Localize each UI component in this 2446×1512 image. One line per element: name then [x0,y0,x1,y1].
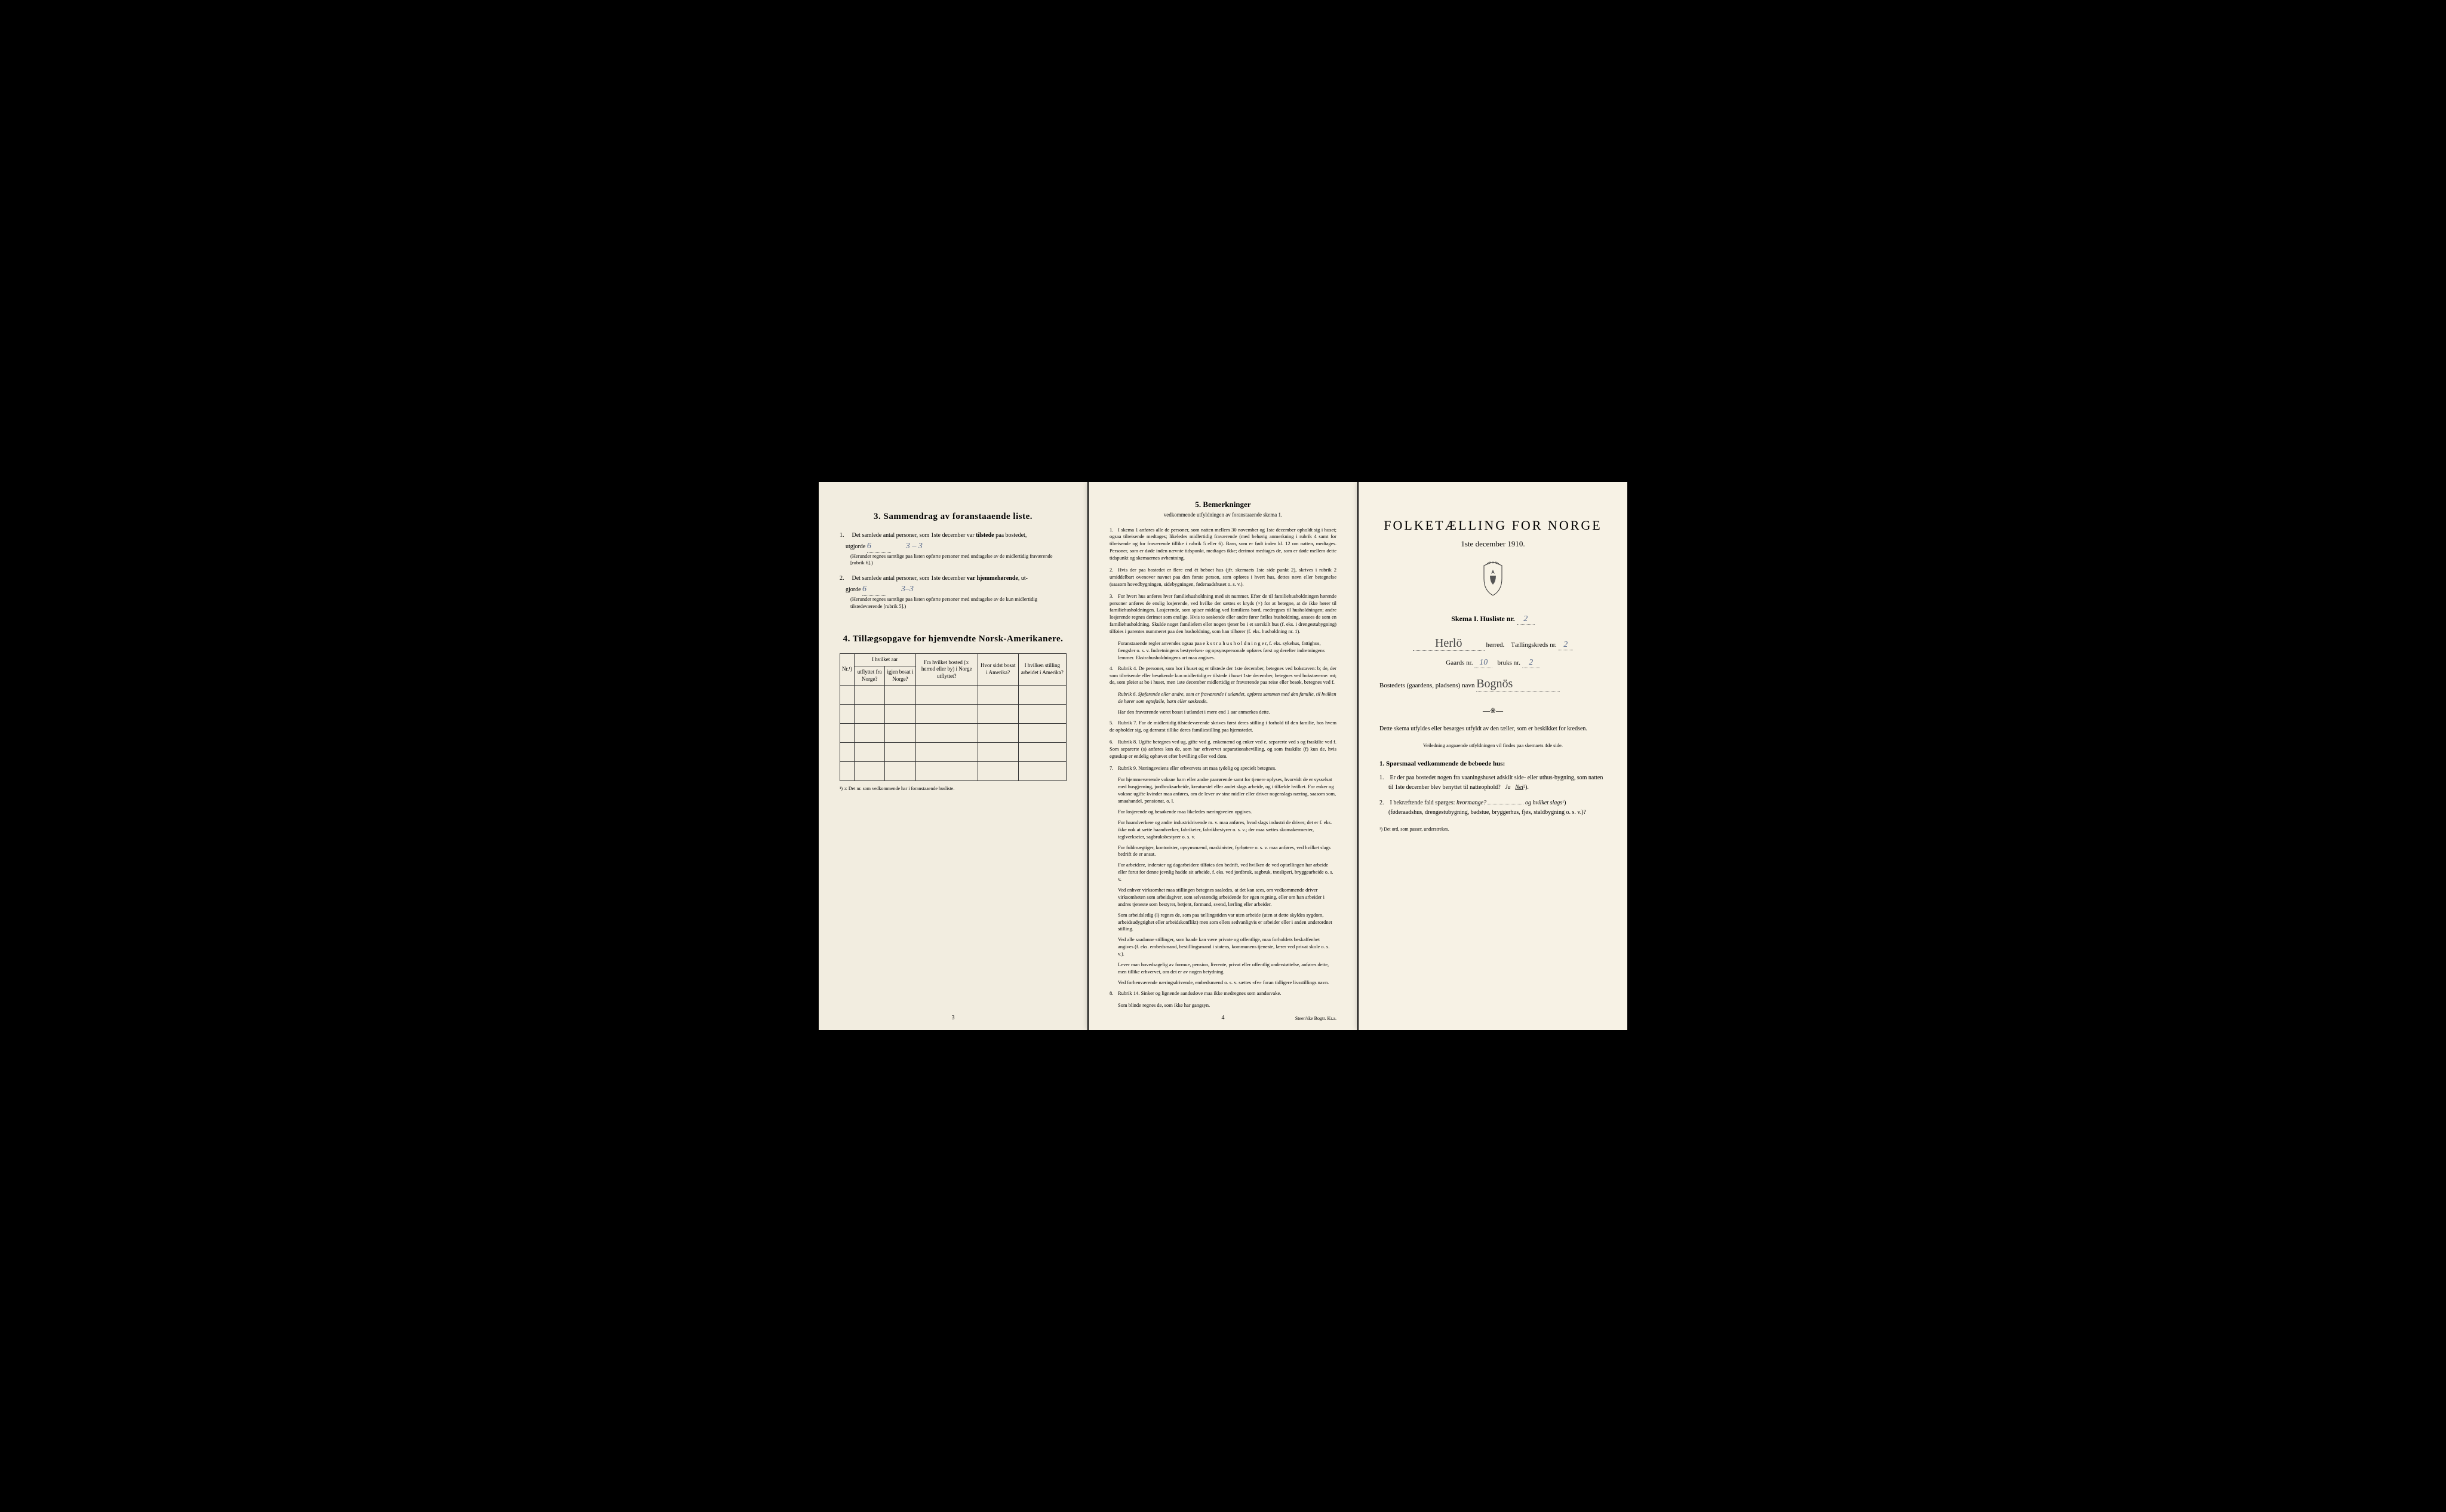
item-num: 1. [840,531,850,540]
page-cover: FOLKETÆLLING FOR NORGE 1ste december 191… [1359,482,1627,1031]
item-1: 1. Det samlede antal personer, som 1ste … [840,531,1067,567]
husliste-nr: 2 [1523,614,1528,623]
remarks-list: 1.I skema 1 anføres alle de personer, so… [1110,527,1336,1009]
table-row [840,724,1067,743]
section-3-title: 3. Sammendrag av foranstaaende liste. [840,512,1067,522]
sub-7d: For fuldmægtiger, kontorister, opsynsmæn… [1118,844,1336,859]
census-date: 1ste december 1910. [1379,539,1606,549]
table-row [840,762,1067,781]
sub-7j: Ved forhenværende næringsdrivende, embed… [1118,979,1336,987]
remark-7: 7.Rubrik 9. Næringsveiens eller erhverve… [1110,765,1336,772]
divider-icon: ―※― [1379,706,1606,715]
sub-7h: Ved alle saadanne stillinger, som baade … [1118,936,1336,958]
item-2: 2. Det samlede antal personer, som 1ste … [840,574,1067,610]
col-utflyttet: utflyttet fra Norge? [854,666,884,685]
coat-of-arms-icon [1379,561,1606,600]
table-row [840,705,1067,724]
answer-nei: Nei [1515,784,1523,791]
remark-4: 4.Rubrik 4. De personer, som bor i huset… [1110,665,1336,687]
instruction: Dette skema utfyldes eller besørges utfy… [1379,724,1606,733]
main-title: FOLKETÆLLING FOR NORGE [1379,518,1606,533]
sub-7a: For hjemmeværende voksne barn eller andr… [1118,776,1336,805]
bruk-value: 2 [1529,658,1533,667]
question-heading: 1. Spørsmaal vedkommende de beboede hus: [1379,760,1606,767]
page-3: 3. Sammendrag av foranstaaende liste. 1.… [819,482,1087,1031]
col-nr: Nr.¹) [840,654,855,686]
rubrik-6b: Har den fraværende været bosat i utlande… [1118,709,1336,716]
sub-7b: For losjerende og besøkende maa likelede… [1118,809,1336,816]
gaard-value: 10 [1479,658,1488,667]
item-1-note: (Herunder regnes samtlige paa listen opf… [850,553,1067,567]
col-amerika: Hvor sidst bosat i Amerika? [978,654,1018,686]
value-hjemme-detail: 3–3 [901,585,914,594]
printer-credit: Steen'ske Bogtr. Kr.a. [1295,1016,1336,1021]
col-aar: I hvilket aar [854,654,915,666]
remark-3-sub: Foranstaaende regler anvendes ogsaa paa … [1118,640,1336,662]
instruction-small: Veiledning angaaende utfyldningen vil fi… [1379,742,1606,748]
gaard-line: Gaards nr. 10 bruks nr. 2 [1379,658,1606,668]
question-2: 2. I bekræftende fald spørges: hvormange… [1388,798,1606,818]
sub-7i: Lever man hovedsagelig av formue, pensio… [1118,961,1336,976]
col-bosted: Fra hvilket bosted (ɔ: herred eller by) … [915,654,978,686]
herred-line: Herlö herred. Tællingskreds nr. 2 [1379,637,1606,651]
kreds-value: 2 [1563,640,1568,649]
table-row [840,743,1067,762]
table-footnote: ¹) ɔ: Det nr. som vedkommende har i fora… [840,786,1067,791]
col-bosat: igjen bosat i Norge? [885,666,915,685]
bosted-value: Bognös [1476,677,1513,690]
item-2-note: (Herunder regnes samtlige paa listen opf… [850,596,1067,610]
section-4-title: 4. Tillægsopgave for hjemvendte Norsk-Am… [840,634,1067,644]
rubrik-6: Rubrik 6. Sjøfarende eller andre, som er… [1118,691,1336,705]
remark-8: 8.Rubrik 14. Sinker og lignende aandsslø… [1110,990,1336,997]
bosted-line: Bostedets (gaardens, pladsens) navn Bogn… [1379,677,1606,692]
value-tilstede: 6 [867,542,871,551]
footnote: ¹) Det ord, som passer, understrekes. [1379,826,1606,832]
remark-2: 2.Hvis der paa bostedet er flere end ét … [1110,567,1336,588]
value-hjemme: 6 [862,585,866,594]
sub-8: Som blinde regnes de, som ikke har gangs… [1118,1002,1336,1009]
census-document: 3. Sammendrag av foranstaaende liste. 1.… [819,482,1627,1031]
table-row [840,686,1067,705]
page-number: 4 [1222,1015,1225,1021]
page-4: 5. Bemerkninger vedkommende utfyldningen… [1089,482,1357,1031]
amerikanere-table: Nr.¹) I hvilket aar Fra hvilket bosted (… [840,653,1067,781]
page-number: 3 [952,1015,955,1021]
question-1: 1. Er der paa bostedet nogen fra vaaning… [1388,773,1606,792]
value-tilstede-detail: 3 – 3 [906,542,923,551]
sub-7e: For arbeidere, inderster og dagarbeidere… [1118,862,1336,883]
remark-5: 5.Rubrik 7. For de midlertidig tilstedev… [1110,720,1336,734]
col-stilling: I hvilken stilling arbeidet i Amerika? [1018,654,1066,686]
sub-7c: For haandverkere og andre industridriven… [1118,819,1336,841]
section-5-subtitle: vedkommende utfyldningen av foranstaaend… [1110,512,1336,518]
sub-7f: Ved enhver virksomhet maa stillingen bet… [1118,887,1336,908]
skema-line: Skema I. Husliste nr. 2 [1379,614,1606,625]
sub-7g: Som arbeidsledig (l) regnes de, som paa … [1118,912,1336,933]
item-num: 2. [840,574,850,583]
remark-3: 3.For hvert hus anføres hver familiehush… [1110,593,1336,635]
remark-6: 6.Rubrik 8. Ugifte betegnes ved ug, gift… [1110,739,1336,760]
herred-value: Herlö [1435,637,1462,650]
section-5-title: 5. Bemerkninger [1110,500,1336,509]
remark-1: 1.I skema 1 anføres alle de personer, so… [1110,527,1336,562]
